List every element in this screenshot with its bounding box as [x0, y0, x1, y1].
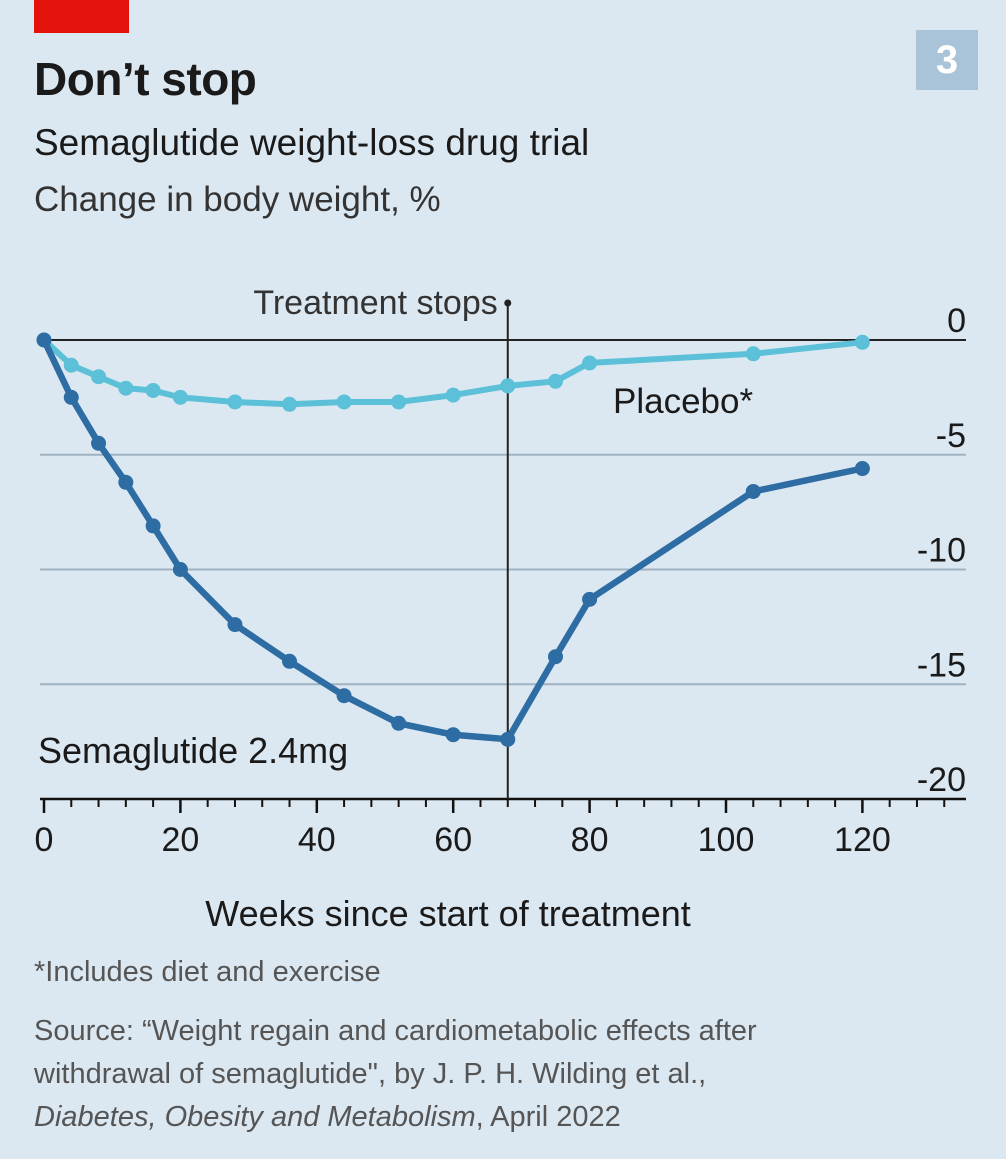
- series-group: [36, 332, 870, 747]
- x-tick-label: 20: [161, 821, 199, 859]
- data-point: [445, 727, 461, 743]
- data-point: [172, 562, 188, 577]
- data-point: [336, 394, 352, 410]
- treatment-stops-dot: [504, 299, 512, 307]
- y-tick-label: -5: [936, 417, 966, 455]
- series-line: [41, 337, 866, 408]
- data-point: [145, 382, 161, 398]
- chart-title: Don’t stop: [34, 53, 257, 105]
- x-axis: 0 20 40 60 80 100 120: [35, 797, 966, 859]
- data-point: [145, 518, 161, 534]
- x-tick-label: 80: [571, 821, 609, 859]
- x-tick-label: 40: [298, 821, 336, 859]
- x-tick-label: 100: [698, 821, 755, 859]
- series-labels: Placebo* Semaglutide 2.4mg: [38, 382, 753, 771]
- chart-subtitle: Semaglutide weight-loss drug trial: [34, 122, 590, 163]
- source-note: Source: “Weight regain and cardiometabol…: [34, 1010, 757, 1139]
- treatment-stops-annotation: Treatment stops: [253, 284, 512, 799]
- source-line-2: withdrawal of semaglutide", by J. P. H. …: [34, 1058, 707, 1090]
- chart-number-badge: 3: [916, 30, 978, 90]
- y-tick-label: -20: [917, 761, 966, 799]
- data-point: [745, 483, 761, 499]
- data-point: [391, 394, 407, 410]
- y-tick-labels: 0 -5 -10 -15 -20: [917, 302, 966, 799]
- gridlines: [40, 339, 966, 686]
- footnote: *Includes diet and exercise: [34, 956, 381, 988]
- data-point: [282, 653, 298, 669]
- data-point: [548, 373, 563, 389]
- data-point: [63, 357, 79, 373]
- data-point: [445, 387, 461, 403]
- data-point: [854, 461, 870, 477]
- data-point: [854, 334, 870, 350]
- series-placebo: [36, 332, 870, 412]
- y-tick-label: -15: [917, 646, 966, 684]
- y-tick-label: -10: [917, 532, 966, 570]
- data-point: [582, 355, 598, 371]
- data-point: [227, 394, 243, 410]
- data-point: [91, 369, 107, 385]
- data-point: [548, 649, 563, 665]
- data-point: [227, 617, 243, 633]
- data-point: [582, 591, 598, 607]
- data-point: [91, 435, 107, 451]
- source-line-1: Source: “Weight regain and cardiometabol…: [34, 1015, 757, 1047]
- data-point: [745, 346, 761, 362]
- data-point: [500, 378, 516, 394]
- x-tick-label: 60: [434, 821, 472, 859]
- source-line-3: Diabetes, Obesity and Metabolism, April …: [34, 1096, 757, 1139]
- data-point: [391, 715, 407, 731]
- series-semaglutide: [36, 332, 870, 747]
- data-point: [172, 389, 188, 405]
- data-point: [36, 332, 52, 348]
- treatment-stops-label: Treatment stops: [253, 284, 497, 322]
- y-axis-label: Change in body weight, %: [34, 180, 441, 219]
- series-line: [40, 336, 866, 743]
- x-axis-label: Weeks since start of treatment: [205, 893, 691, 934]
- data-point: [63, 389, 79, 405]
- source-date: , April 2022: [475, 1101, 621, 1133]
- data-point: [336, 688, 352, 704]
- data-point: [118, 474, 134, 490]
- y-tick-label: 0: [947, 302, 966, 340]
- data-point: [500, 731, 516, 747]
- source-journal: Diabetes, Obesity and Metabolism: [34, 1101, 476, 1133]
- data-point: [282, 396, 298, 412]
- brand-red-tag: [34, 0, 129, 33]
- x-tick-label: 0: [35, 821, 54, 859]
- x-tick-label: 120: [834, 821, 891, 859]
- semaglutide-label: Semaglutide 2.4mg: [38, 730, 348, 771]
- placebo-label: Placebo*: [613, 382, 753, 421]
- data-point: [118, 380, 134, 396]
